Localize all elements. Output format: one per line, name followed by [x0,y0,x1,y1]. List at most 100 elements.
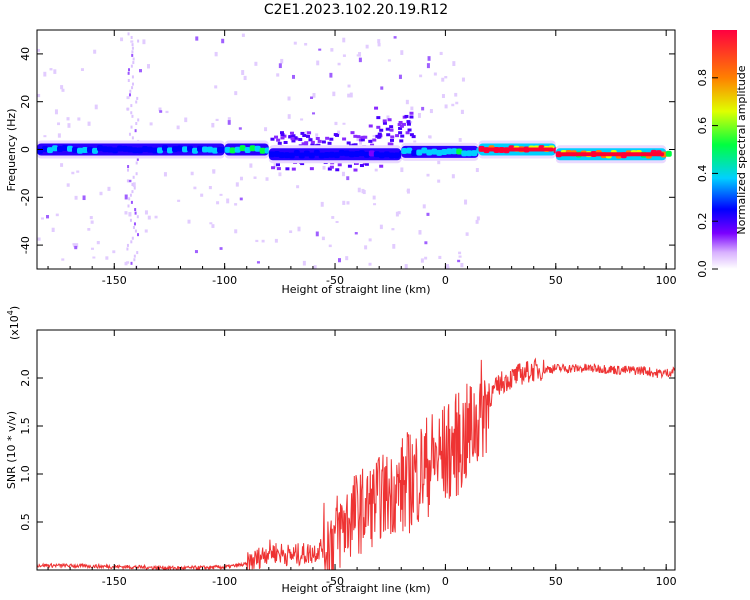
spectrogram-burst-cell [377,136,381,139]
spectrogram-noise-cell [37,94,40,97]
spectrogram-noise-cell [460,263,463,267]
spectrogram-noise-cell [405,264,408,269]
spectrogram-burst-cell [406,120,410,123]
spectrogram-streak-cell [131,65,133,68]
snr-y-tick-label: 0.5 [19,513,32,531]
spectrogram-noise-cell [234,91,237,95]
figure-title: C2E1.2023.102.20.19.R12 [264,2,448,18]
spectrogram-noise-cell [211,224,214,228]
spectrogram-noise-cell [345,256,348,260]
spectrogram-streak-cell [135,129,137,132]
spectrogram-burst-cell [374,107,378,110]
spectrogram-noise-cell [458,252,461,255]
spectrogram-noise-cell [177,200,180,202]
snr-panel: -150 -100 -50 0 50 100 0.51.01.52.0 Height of… [5,306,677,595]
spectrogram-streak-cell [136,97,138,100]
spectrogram-streak-cell [131,190,133,193]
spectrogram-noise-cell [216,119,219,121]
spectrogram-noise-cell [234,229,237,233]
spectrogram-burst-cell [372,139,376,142]
spectrogram-noise-cell [296,185,299,188]
spectrogram-burst-cell [270,138,274,141]
spectrogram-burst-cell [408,128,412,131]
spectrogram-noise-cell [392,244,395,249]
spectrogram-noise-cell [75,196,78,200]
spectrogram-noise-cell [242,34,245,37]
spectrogram-noise-cell [81,68,84,71]
spectrogram-noise-cell [188,220,191,224]
spectrogram-noise-cell [91,221,94,224]
spectrogram-noise-cell [342,38,345,43]
spectrogram-noise-cell [60,85,63,89]
spectrogram-noise-cell [145,229,148,232]
spectrogram-burst-cell [309,138,313,141]
spectrogram-streak-cell [131,36,133,39]
spectrogram-noise-cell [150,122,153,125]
spectrogram-noise-cell [147,64,150,68]
spectrogram-burst-cell [342,137,346,140]
spectrogram-noise-cell [142,39,145,44]
spectrogram-burst-cell [376,116,380,119]
spectrogram-noise-cell [418,230,421,235]
spectrogram-streak-cell [130,219,132,222]
spectrogram-noise-cell [67,183,70,186]
spectrogram-noise-cell [221,39,224,43]
spectrogram-noise-cell [279,63,282,68]
spectrogram-noise-cell [419,75,422,78]
spectrogram-noise-cell [292,75,295,79]
spectrogram-noise-cell [264,127,267,131]
spectrogram-noise-cell [331,216,334,219]
spectrogram-noise-cell [77,117,80,120]
spectrogram-noise-cell [239,127,242,129]
spectrogram-noise-cell [87,228,90,231]
snr-x-tick-label: -150 [102,575,127,588]
spectrogram-noise-cell [164,172,167,176]
spectrogram-burst-cell [304,141,308,144]
spectrogram-noise-cell [257,261,260,263]
spectrogram-noise-cell [67,123,70,128]
spectrogram-noise-cell [346,176,349,180]
snr-y-tick-label: 2.0 [19,369,32,387]
spectrogram-noise-cell [130,40,133,42]
colorbar-label: Normalized spectral amplitude [735,65,748,234]
spectrogram-noise-cell [455,102,458,105]
colorbar-tick-label: 0.8 [696,69,709,87]
spectrogram-streak-cell [132,136,134,139]
spectrogram-noise-cell [464,200,467,205]
spectrogram-noise-cell [191,172,194,175]
spectrogram-noise-cell [348,85,351,88]
spectrogram-streak-cell [132,47,134,50]
spectrogram-noise-cell [338,258,341,262]
spectrogram-noise-cell [427,63,430,68]
spectrogram-noise-cell [214,85,217,88]
spectrogram-burst-cell [300,132,304,135]
colorbar-tick-label: 0.2 [696,212,709,230]
spectrogram-noise-cell [421,107,424,110]
spectrogram-noise-cell [139,69,142,72]
spectrogram-noise-cell [200,194,203,197]
spectrogram-noise-cell [437,180,440,183]
spectrogram-noise-cell [72,243,75,245]
spectrogram-streak-cell [129,93,131,96]
spectrogram-noise-cell [303,261,306,266]
spectrogram-noise-cell [216,201,219,204]
spectrogram-burst-cell [383,119,387,122]
spectrogram-x-tick-label: 0 [442,274,449,287]
spectrogram-burst-cell [406,131,410,134]
spectrogram-noise-cell [126,261,129,263]
spectrogram-noise-cell [454,93,457,97]
spectrogram-noise-cell [312,112,315,114]
spectrogram-streak-cell [127,204,129,207]
spectrogram-burst-cell [369,124,373,127]
spectrogram-noise-cell [124,211,127,214]
spectrogram-noise-cell [388,59,391,61]
spectrogram-noise-cell [294,42,297,45]
spectrogram-streak-cell [136,251,138,254]
spectrogram-noise-cell [95,105,98,110]
spectrogram-noise-cell [88,122,91,126]
spectrogram-noise-cell [93,50,96,54]
spectrogram-noise-cell [451,104,454,106]
spectrogram-streak-cell [131,126,133,129]
spectrogram-noise-cell [254,62,257,66]
spectrogram-noise-cell [289,230,292,233]
